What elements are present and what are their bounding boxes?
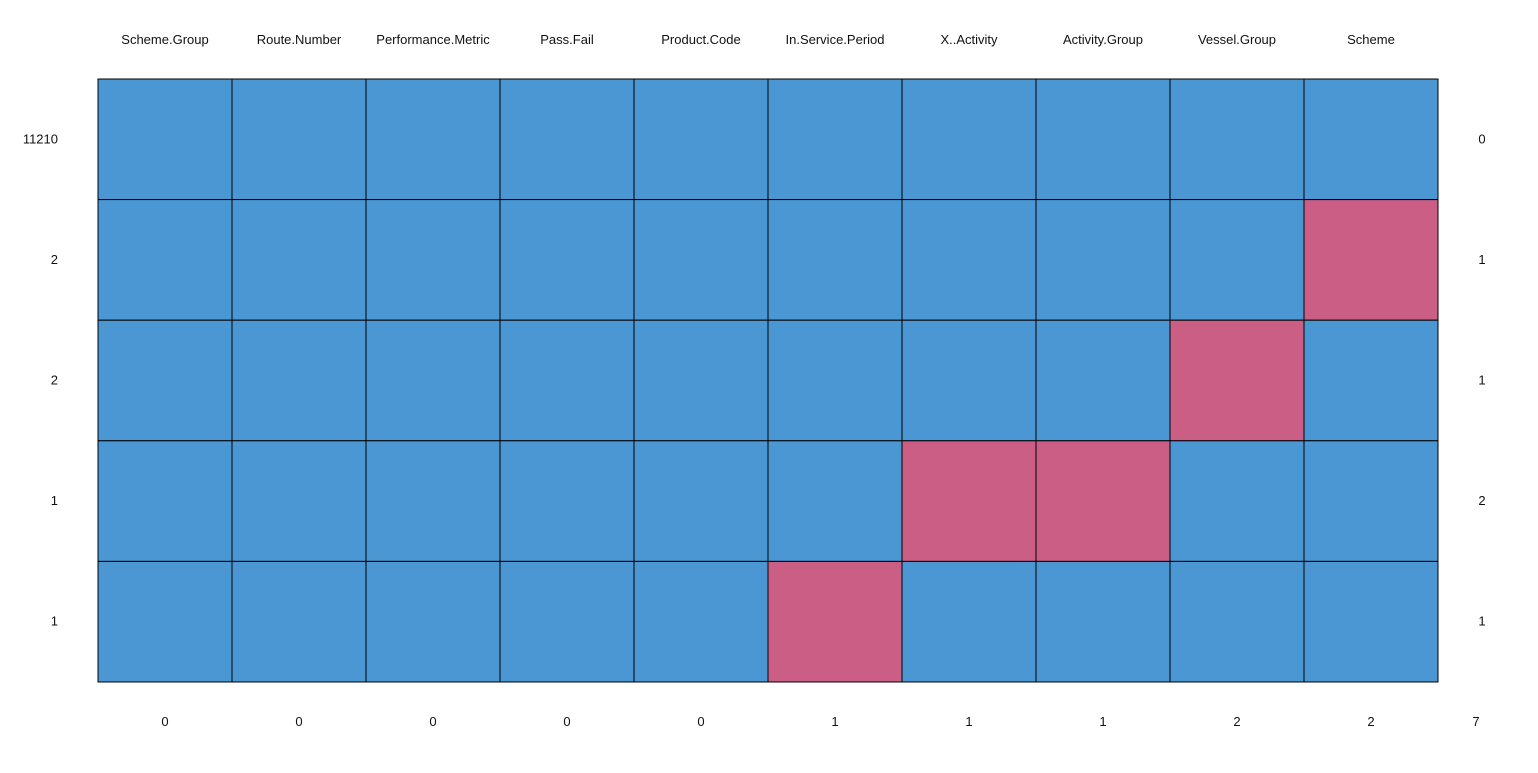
column-missing-label: 0 [295,714,302,729]
total-missing-label: 7 [1472,714,1479,729]
observed-cell [633,319,769,442]
observed-cell [767,319,903,442]
row-count-label: 2 [51,373,58,388]
column-label: X..Activity [940,32,998,47]
missing-cell [1303,199,1439,321]
column-label: Performance.Metric [376,32,490,47]
observed-cell [1035,319,1171,442]
observed-cell [901,78,1037,201]
observed-cell [499,440,635,562]
observed-cell [365,78,501,201]
column-missing-label: 2 [1367,714,1374,729]
row-count-label: 11210 [23,131,58,146]
row-missing-labels: 0 1 1 2 1 [1478,131,1485,628]
observed-cell [231,440,367,562]
observed-cell [1035,78,1171,201]
missing-cell [1035,440,1171,562]
observed-cell [1169,78,1305,201]
observed-cell [499,560,635,683]
observed-cell [365,440,501,562]
row-missing-label: 1 [1478,252,1485,267]
observed-cell [97,319,233,442]
observed-cell [1303,440,1439,562]
column-label: Activity.Group [1063,32,1143,47]
observed-cell [365,560,501,683]
observed-cell [633,560,769,683]
row-count-label: 2 [51,252,58,267]
row-count-label: 1 [51,493,58,508]
column-label: Scheme [1347,32,1395,47]
column-missing-label: 1 [965,714,972,729]
missing-cell [767,560,903,683]
column-label: Vessel.Group [1198,32,1276,47]
observed-cell [1303,319,1439,442]
observed-cell [1035,560,1171,683]
column-label: Scheme.Group [121,32,208,47]
column-label: Pass.Fail [540,32,594,47]
observed-cell [365,199,501,321]
observed-cell [231,199,367,321]
observed-cell [901,199,1037,321]
observed-cell [767,78,903,201]
row-missing-label: 0 [1478,131,1485,146]
column-missing-labels: 0 0 0 0 0 1 1 1 2 2 7 [161,714,1479,729]
observed-cell [633,78,769,201]
column-label: Route.Number [257,32,342,47]
missing-cell [901,440,1037,562]
observed-cell [901,560,1037,683]
observed-cell [633,199,769,321]
observed-cell [499,319,635,442]
observed-cell [1303,560,1439,683]
row-missing-label: 1 [1478,614,1485,629]
observed-cell [633,440,769,562]
observed-cell [97,560,233,683]
observed-cell [97,78,233,201]
observed-cell [231,78,367,201]
row-count-label: 1 [51,614,58,629]
row-count-labels: 11210 2 2 1 1 [23,131,58,628]
observed-cell [901,319,1037,442]
column-missing-label: 1 [1099,714,1106,729]
column-label: In.Service.Period [786,32,885,47]
observed-cell [97,199,233,321]
observed-cell [767,440,903,562]
observed-cell [1169,440,1305,562]
observed-cell [1303,78,1439,201]
observed-cell [767,199,903,321]
observed-cell [365,319,501,442]
chart-cells [97,78,1439,683]
observed-cell [231,560,367,683]
row-missing-label: 2 [1478,493,1485,508]
column-label: Product.Code [661,32,741,47]
column-missing-label: 0 [161,714,168,729]
column-missing-label: 1 [831,714,838,729]
column-missing-label: 0 [429,714,436,729]
observed-cell [1169,199,1305,321]
observed-cell [499,78,635,201]
row-missing-label: 1 [1478,373,1485,388]
column-missing-label: 0 [697,714,704,729]
observed-cell [1035,199,1171,321]
observed-cell [499,199,635,321]
observed-cell [1169,560,1305,683]
observed-cell [97,440,233,562]
column-labels: Scheme.Group Route.Number Performance.Metr… [121,32,1395,47]
column-missing-label: 2 [1233,714,1240,729]
missing-cell [1169,319,1305,442]
column-missing-label: 0 [563,714,570,729]
observed-cell [231,319,367,442]
